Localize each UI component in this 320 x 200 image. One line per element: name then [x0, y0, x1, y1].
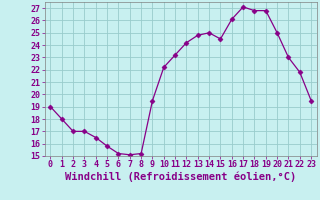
X-axis label: Windchill (Refroidissement éolien,°C): Windchill (Refroidissement éolien,°C) [65, 172, 296, 182]
